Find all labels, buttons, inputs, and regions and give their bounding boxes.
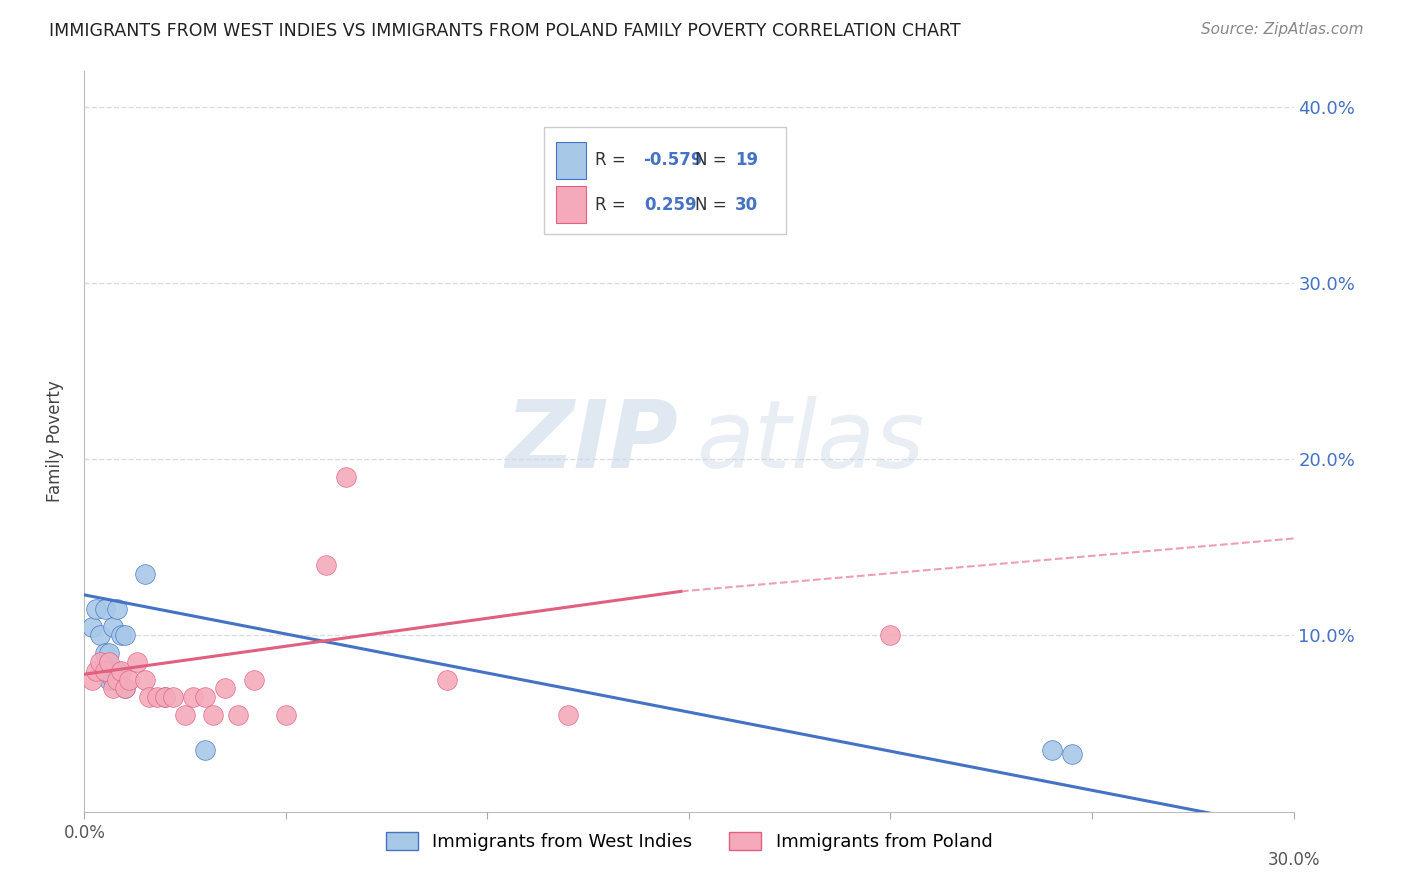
Text: 30.0%: 30.0% [1267,850,1320,869]
Text: N =: N = [695,195,733,213]
Text: -0.579: -0.579 [643,152,703,169]
Point [101,619,124,633]
Point [105,673,128,687]
Point [242,673,264,687]
Point [93,602,115,616]
Point [436,673,458,687]
Point [315,558,337,572]
Text: R =: R = [595,152,631,169]
Point [114,681,136,696]
Point [669,153,692,167]
Point [93,664,115,678]
Point [274,707,297,722]
Point [557,707,579,722]
Point [110,664,132,678]
Point [97,646,120,660]
Text: 30: 30 [735,195,758,213]
Text: 0.259: 0.259 [644,195,697,213]
Legend: Immigrants from West Indies, Immigrants from Poland: Immigrants from West Indies, Immigrants … [378,824,1000,858]
Point [879,628,901,642]
Point [214,681,236,696]
Y-axis label: Family Poverty: Family Poverty [45,381,63,502]
FancyBboxPatch shape [544,127,786,235]
Point [194,743,217,757]
Point [134,566,156,581]
Point [1040,743,1063,757]
Point [86,664,108,678]
Point [114,681,136,696]
Point [335,470,357,484]
Text: IMMIGRANTS FROM WEST INDIES VS IMMIGRANTS FROM POLAND FAMILY POVERTY CORRELATION: IMMIGRANTS FROM WEST INDIES VS IMMIGRANT… [49,22,960,40]
Point [105,602,128,616]
Point [97,673,120,687]
Point [194,690,217,705]
Point [82,619,104,633]
Text: atlas: atlas [696,396,924,487]
FancyBboxPatch shape [555,186,586,223]
Text: Source: ZipAtlas.com: Source: ZipAtlas.com [1201,22,1364,37]
Point [82,673,104,687]
Point [1060,747,1083,761]
FancyBboxPatch shape [555,142,586,178]
Point [89,628,111,642]
Point [89,655,111,669]
Point [93,646,115,660]
Point [105,664,128,678]
Point [86,602,108,616]
Point [118,673,141,687]
Point [162,690,184,705]
Text: R =: R = [595,195,631,213]
Point [97,655,120,669]
Point [114,628,136,642]
Point [110,628,132,642]
Point [181,690,204,705]
Point [101,673,124,687]
Point [146,690,169,705]
Text: N =: N = [695,152,733,169]
Point [125,655,148,669]
Point [134,673,156,687]
Text: ZIP: ZIP [506,395,679,488]
Point [138,690,160,705]
Point [153,690,176,705]
Point [153,690,176,705]
Point [202,707,225,722]
Point [174,707,197,722]
Point [101,681,124,696]
Text: 19: 19 [735,152,758,169]
Point [226,707,249,722]
